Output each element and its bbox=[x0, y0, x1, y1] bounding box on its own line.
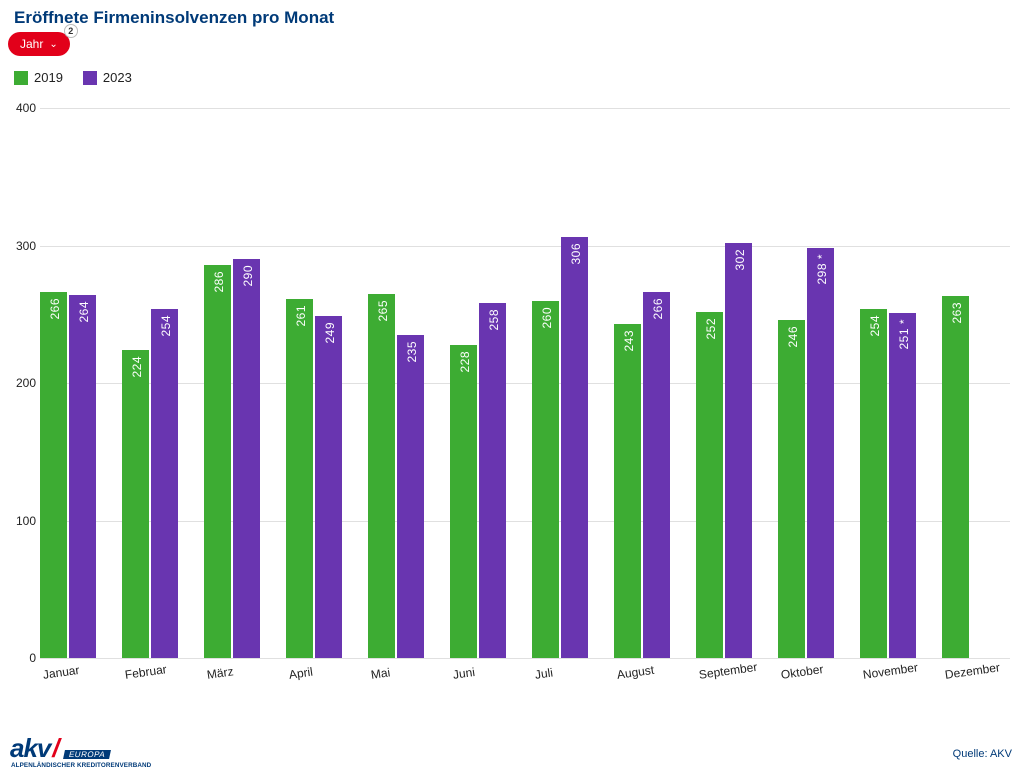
gridline bbox=[40, 246, 1010, 247]
logo-slash-icon: / bbox=[52, 733, 59, 764]
x-axis-tick-label: August bbox=[616, 663, 655, 682]
akv-logo: akv/ EUROPA bbox=[10, 733, 110, 764]
bar-2019[interactable]: 224 bbox=[122, 350, 149, 658]
bar-2023[interactable]: 258 bbox=[479, 303, 506, 658]
x-axis-tick-label: Juni bbox=[452, 665, 476, 682]
bar-value-label: 228 bbox=[458, 351, 472, 373]
bar-2019[interactable]: 263 bbox=[942, 296, 969, 658]
bar-2019[interactable]: 265 bbox=[368, 294, 395, 658]
bar-2023[interactable]: 264 bbox=[69, 295, 96, 658]
x-axis-tick-label: Oktober bbox=[780, 662, 824, 682]
bar-value-label: 258 bbox=[487, 309, 501, 331]
bar-value-label: 263 bbox=[950, 302, 964, 324]
legend-item-2019[interactable]: 2019 bbox=[14, 70, 63, 85]
bar-2023[interactable]: 254 bbox=[151, 309, 178, 658]
x-axis-labels: Januar Februar März April Mai Juni Juli August S… bbox=[40, 662, 1010, 702]
x-axis-tick-label: Dezember bbox=[944, 660, 1001, 682]
chart-plot-area: 0100200300400266264224254286290261249265… bbox=[40, 108, 1010, 658]
bar-2023[interactable]: 266 bbox=[643, 292, 670, 658]
bar-value-label: 264 bbox=[77, 301, 91, 323]
legend: 2019 2023 bbox=[0, 56, 1024, 89]
x-axis-tick-label: September bbox=[698, 660, 758, 682]
y-axis-tick-label: 300 bbox=[8, 239, 36, 253]
bar-value-label: 302 bbox=[733, 249, 747, 271]
bar-2023[interactable]: 302 bbox=[725, 243, 752, 658]
year-filter-label: Jahr bbox=[20, 37, 43, 51]
bar-2019[interactable]: 246 bbox=[778, 320, 805, 658]
bar-value-label: 254 bbox=[868, 315, 882, 337]
bar-value-label: 252 bbox=[704, 318, 718, 340]
bar-2023[interactable]: 249 bbox=[315, 316, 342, 658]
bar-2023[interactable]: 251 * bbox=[889, 313, 916, 658]
legend-swatch-icon bbox=[83, 71, 97, 85]
legend-label: 2023 bbox=[103, 70, 132, 85]
gridline bbox=[40, 658, 1010, 659]
logo-text: akv bbox=[10, 733, 50, 764]
bar-2019[interactable]: 261 bbox=[286, 299, 313, 658]
bar-2019[interactable]: 252 bbox=[696, 312, 723, 659]
legend-swatch-icon bbox=[14, 71, 28, 85]
year-filter-button[interactable]: Jahr ⌄ 2 bbox=[8, 32, 70, 56]
bar-value-label: 266 bbox=[651, 298, 665, 320]
bar-value-label: 249 bbox=[323, 322, 337, 344]
bar-value-label: 298 * bbox=[815, 254, 829, 285]
legend-item-2023[interactable]: 2023 bbox=[83, 70, 132, 85]
bar-2023[interactable]: 235 bbox=[397, 335, 424, 658]
x-axis-tick-label: Juli bbox=[534, 665, 554, 681]
y-axis-tick-label: 200 bbox=[8, 376, 36, 390]
bar-2023[interactable]: 306 bbox=[561, 237, 588, 658]
logo-tag: EUROPA bbox=[63, 750, 111, 759]
bar-value-label: 266 bbox=[48, 298, 62, 320]
x-axis-tick-label: November bbox=[862, 660, 919, 682]
gridline bbox=[40, 108, 1010, 109]
bar-2023[interactable]: 290 bbox=[233, 259, 260, 658]
x-axis-tick-label: April bbox=[288, 665, 314, 682]
source-label: Quelle: AKV bbox=[953, 748, 1012, 760]
bar-value-label: 243 bbox=[622, 330, 636, 352]
bar-2023[interactable]: 298 * bbox=[807, 248, 834, 658]
year-filter-count-badge: 2 bbox=[64, 24, 78, 38]
bar-value-label: 246 bbox=[786, 326, 800, 348]
bar-2019[interactable]: 260 bbox=[532, 301, 559, 659]
bar-2019[interactable]: 266 bbox=[40, 292, 67, 658]
y-axis-tick-label: 400 bbox=[8, 101, 36, 115]
x-axis-tick-label: Mai bbox=[370, 665, 391, 682]
bar-value-label: 235 bbox=[405, 341, 419, 363]
bar-value-label: 265 bbox=[376, 300, 390, 322]
chart-title: Eröffnete Firmeninsolvenzen pro Monat bbox=[0, 0, 1024, 32]
footer: akv/ EUROPA ALPENLÄNDISCHER KREDITORENVE… bbox=[0, 728, 1024, 768]
bar-2019[interactable]: 228 bbox=[450, 345, 477, 659]
bar-value-label: 306 bbox=[569, 243, 583, 265]
bar-value-label: 286 bbox=[212, 271, 226, 293]
y-axis-tick-label: 0 bbox=[8, 651, 36, 665]
x-axis-tick-label: Februar bbox=[124, 662, 168, 682]
bar-2019[interactable]: 243 bbox=[614, 324, 641, 658]
chevron-down-icon: ⌄ bbox=[49, 39, 57, 50]
legend-label: 2019 bbox=[34, 70, 63, 85]
bar-value-label: 224 bbox=[130, 356, 144, 378]
bar-2019[interactable]: 286 bbox=[204, 265, 231, 658]
x-axis-tick-label: Januar bbox=[42, 663, 80, 682]
bar-value-label: 290 bbox=[241, 265, 255, 287]
bar-2019[interactable]: 254 bbox=[860, 309, 887, 658]
bar-value-label: 254 bbox=[159, 315, 173, 337]
bar-value-label: 251 * bbox=[897, 319, 911, 350]
bar-value-label: 261 bbox=[294, 305, 308, 327]
x-axis-tick-label: März bbox=[206, 664, 234, 682]
bar-value-label: 260 bbox=[540, 307, 554, 329]
y-axis-tick-label: 100 bbox=[8, 514, 36, 528]
